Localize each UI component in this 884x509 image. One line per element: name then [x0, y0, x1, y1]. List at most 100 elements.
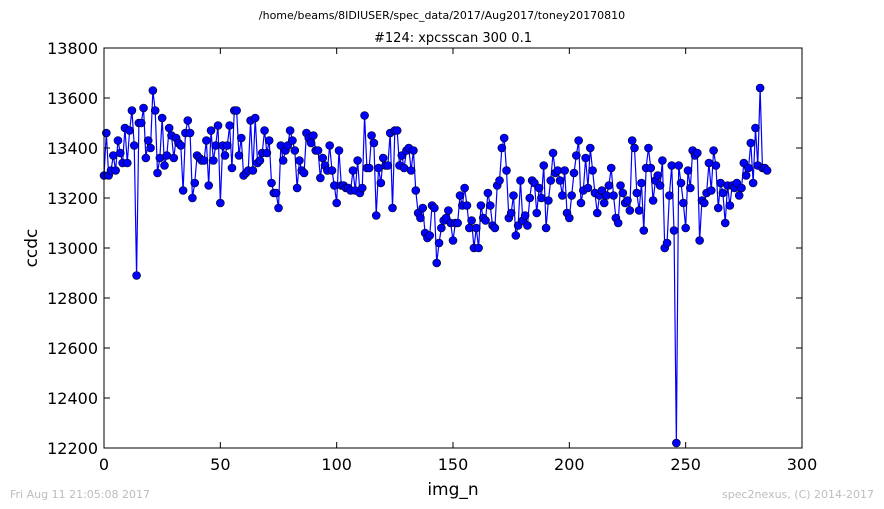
data-point: [523, 221, 532, 230]
data-point: [709, 146, 718, 155]
data-point: [132, 271, 141, 280]
data-point: [125, 126, 134, 135]
data-point: [278, 156, 288, 165]
data-point: [146, 143, 155, 153]
data-point: [430, 203, 439, 213]
data-point: [569, 168, 579, 178]
data-point: [499, 133, 509, 143]
data-point: [627, 136, 637, 145]
data-point: [378, 153, 388, 163]
data-point: [467, 216, 476, 225]
data-point: [560, 166, 569, 175]
data-point: [223, 141, 232, 150]
x-tick-label: 100: [321, 455, 352, 474]
data-point: [581, 153, 590, 163]
data-point: [632, 188, 642, 198]
data-point: [762, 166, 772, 175]
data-point: [737, 183, 746, 193]
data-point: [236, 133, 246, 143]
data-point: [225, 121, 234, 130]
data-point: [392, 126, 402, 135]
data-point: [285, 126, 295, 135]
data-point: [136, 118, 146, 128]
data-point: [585, 143, 595, 153]
data-point: [444, 206, 453, 215]
data-point: [388, 203, 397, 213]
data-point: [476, 201, 486, 210]
data-point: [376, 178, 386, 188]
data-point: [141, 153, 151, 163]
data-point: [232, 106, 241, 115]
data-point: [153, 168, 162, 178]
data-point: [178, 186, 188, 195]
y-tick-label: 13400: [47, 139, 98, 158]
data-point: [471, 223, 481, 233]
data-point: [720, 218, 730, 228]
data-point: [425, 231, 435, 240]
data-point: [113, 136, 123, 145]
data-point: [290, 146, 300, 155]
data-point: [267, 178, 276, 188]
data-point: [292, 183, 302, 193]
data-point: [122, 158, 132, 168]
x-tick-label: 250: [670, 455, 701, 474]
data-point: [483, 188, 493, 198]
data-point: [599, 198, 609, 208]
data-point: [260, 126, 269, 135]
data-point: [544, 196, 553, 205]
y-tick-label: 13600: [47, 89, 98, 108]
data-point: [567, 191, 576, 200]
data-point: [665, 191, 674, 200]
data-point: [686, 183, 695, 193]
data-point: [169, 153, 179, 163]
data-point: [357, 183, 367, 193]
data-point: [718, 188, 728, 198]
data-point: [695, 236, 704, 245]
chart-title: #124: xpcsscan 300 0.1: [374, 31, 532, 46]
data-point: [558, 191, 567, 200]
data-point: [183, 116, 193, 125]
data-point: [327, 166, 337, 175]
data-point: [129, 141, 139, 150]
data-point: [418, 203, 428, 213]
data-point: [213, 121, 223, 130]
data-point: [295, 156, 304, 165]
data-point: [520, 211, 530, 220]
data-point: [309, 131, 318, 140]
data-point: [741, 171, 751, 180]
data-point: [262, 148, 272, 158]
data-point: [516, 176, 525, 185]
data-point: [534, 183, 544, 193]
data-point: [506, 208, 516, 218]
data-point: [160, 161, 169, 170]
data-point: [371, 211, 381, 220]
data-point: [334, 146, 344, 155]
y-tick-label: 12600: [47, 339, 98, 358]
data-point: [539, 161, 549, 170]
data-point: [644, 143, 653, 153]
data-point: [662, 238, 672, 248]
data-point: [751, 123, 760, 133]
data-point: [669, 226, 679, 235]
x-tick-label: 50: [210, 455, 230, 474]
data-point: [706, 186, 716, 195]
data-point: [455, 191, 465, 200]
data-point: [274, 203, 283, 213]
data-point: [190, 178, 200, 188]
y-tick-label: 12800: [47, 289, 98, 308]
data-point: [541, 223, 551, 233]
data-point: [497, 143, 507, 153]
data-point: [755, 83, 765, 93]
data-point: [188, 193, 197, 203]
data-point: [316, 173, 325, 183]
data-point: [734, 191, 744, 200]
data-point: [367, 131, 376, 140]
data-point: [448, 236, 458, 245]
data-point: [692, 148, 702, 158]
data-point: [202, 136, 211, 145]
data-point: [313, 146, 323, 155]
data-point: [532, 208, 542, 218]
data-point: [248, 166, 258, 175]
data-point: [630, 143, 639, 153]
data-point: [639, 226, 649, 235]
